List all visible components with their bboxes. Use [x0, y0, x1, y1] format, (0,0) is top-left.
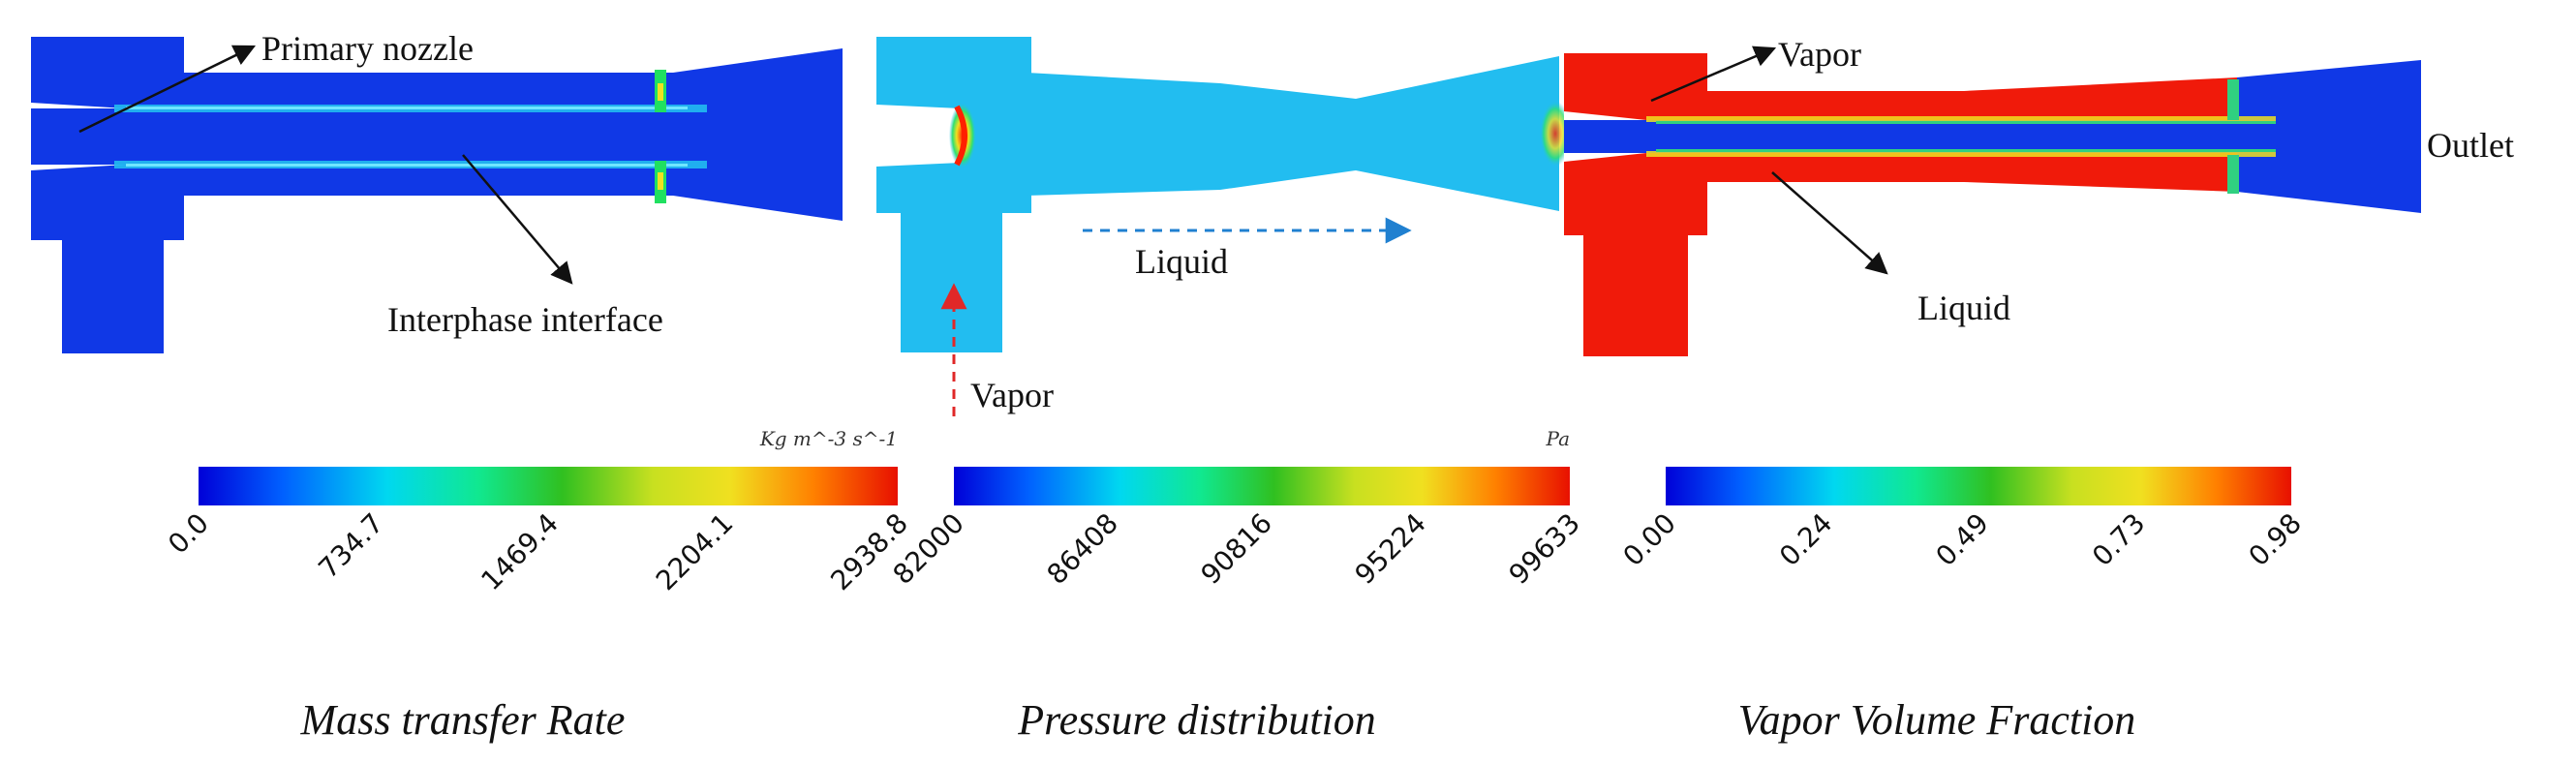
- vapor-fraction-colorbar: 0.00 0.24 0.49 0.73 0.98: [1617, 467, 2308, 572]
- colorbar-unit: Pa: [1546, 427, 1570, 450]
- pointer-arrow-icon: [1771, 171, 1888, 275]
- liquid-label: Liquid: [1917, 289, 2010, 327]
- colorbar-tick-label: 0.00: [1617, 507, 1682, 572]
- diffuser: [2237, 60, 2421, 213]
- shock-front-upper: [2227, 79, 2239, 120]
- colorbar-tick-label: 0.98: [2243, 507, 2308, 572]
- colorbar-tick-label: 1469.4: [475, 507, 565, 597]
- secondary-inlet: [62, 232, 164, 353]
- interface-band-lower: [1646, 151, 2276, 157]
- pointer-arrow-icon: [78, 45, 257, 134]
- pointer-arrow-icon: [462, 154, 573, 285]
- colorbar-tick-label: 0.73: [2086, 507, 2151, 572]
- nozzle-wall-gap-lower: [1564, 153, 1646, 162]
- pressure-contour: [876, 37, 1571, 352]
- vapor-label: Vapor: [1778, 35, 1861, 74]
- nozzle-wall-gap: [876, 105, 961, 167]
- mass-transfer-contour: [31, 37, 843, 353]
- interphase-interface-label: Interphase interface: [387, 300, 663, 339]
- colorbar-tick-label: 734.7: [312, 507, 389, 585]
- nozzle-wall-gap: [1564, 111, 1646, 120]
- nozzle-wall-gap: [31, 103, 126, 108]
- colorbar-unit: Kg m^-3 s^-1: [759, 427, 898, 450]
- liquid-core: [1564, 116, 2276, 157]
- primary-nozzle-label: Primary nozzle: [261, 29, 474, 68]
- colorbar-tick-label: 0.49: [1930, 507, 1995, 572]
- vapor-inlet-label: Vapor: [970, 376, 1054, 414]
- shock-front-lower: [2227, 155, 2239, 194]
- colorbar-tick-label: 86408: [1041, 507, 1124, 591]
- primary-nozzle-pointer: [78, 45, 257, 134]
- colorbar-tick-label: 95224: [1349, 507, 1432, 591]
- colorbar-tick-label: 90816: [1195, 507, 1278, 591]
- pressure-colorbar: Pa 82000 86408 90816 95224 99633: [887, 427, 1586, 591]
- outlet-label: Outlet: [2427, 126, 2514, 165]
- vapor-fraction-title: Vapor Volume Fraction: [1738, 696, 2136, 744]
- mixing-and-diffuser: [1027, 56, 1559, 211]
- colorbar-tick-label: 99633: [1503, 507, 1586, 591]
- interface-pointer: [462, 154, 573, 285]
- pressure-title: Pressure distribution: [1017, 696, 1376, 744]
- mixing-and-diffuser: [174, 48, 843, 221]
- mass-transfer-title: Mass transfer Rate: [300, 696, 626, 744]
- colorbar-tick-label: 0.0: [162, 507, 215, 561]
- colorbar-gradient: [954, 467, 1570, 505]
- mass-transfer-colorbar: Kg m^-3 s^-1 0.0 734.7 1469.4 2204.1 2938.8: [162, 427, 914, 596]
- colorbar-tick-label: 2204.1: [650, 507, 740, 597]
- liquid-label: Liquid: [1135, 242, 1228, 281]
- colorbar-gradient: [199, 467, 898, 505]
- pointer-arrow-icon: [1650, 46, 1777, 103]
- interface-band-upper: [1646, 116, 2276, 122]
- colorbar-gradient: [1666, 467, 2291, 505]
- nozzle-wall-gap-lower: [31, 165, 126, 170]
- secondary-inlet: [901, 205, 1002, 352]
- secondary-inlet: [1583, 229, 1688, 356]
- vapor-fraction-contour: [1564, 53, 2421, 356]
- outlet-pressure-spot: [1540, 101, 1571, 167]
- colorbar-tick-label: 0.24: [1773, 507, 1838, 572]
